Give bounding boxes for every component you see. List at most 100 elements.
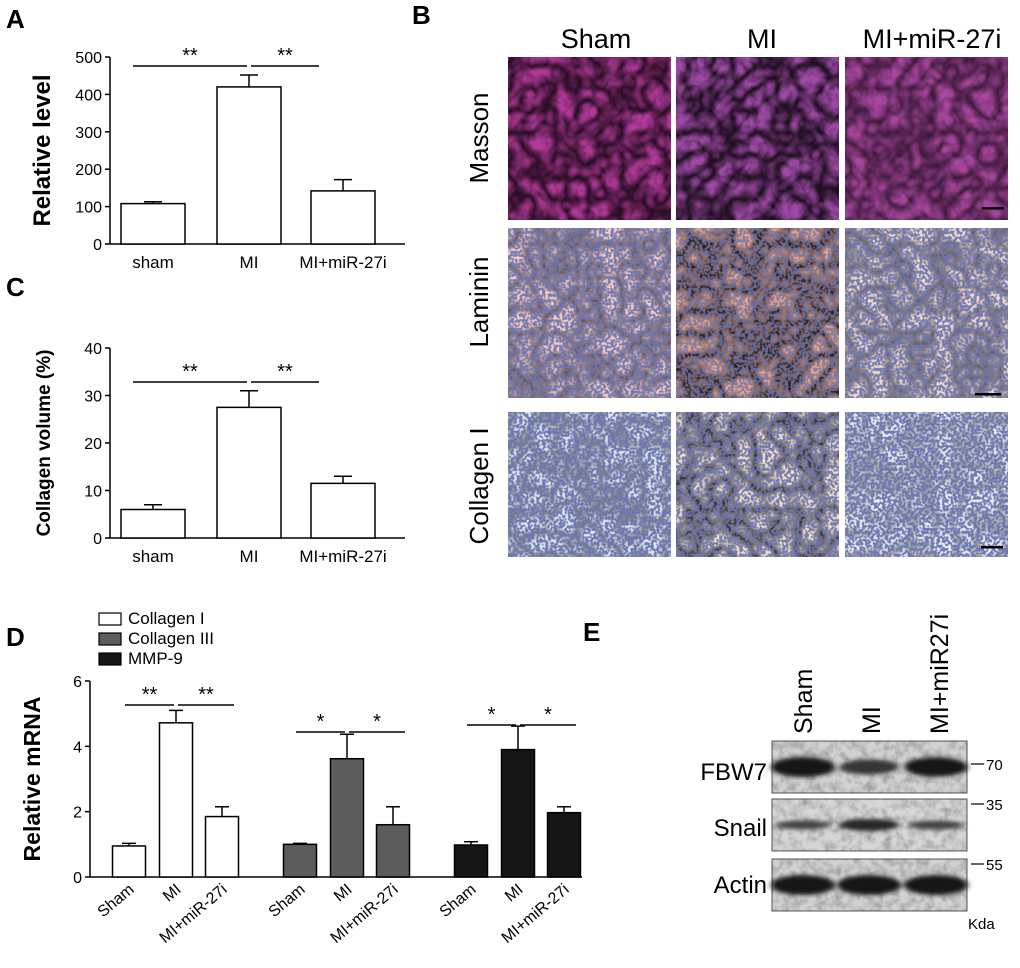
chart-a-x-tick-label: sham: [132, 253, 174, 272]
chart-a-y-tick-label: 300: [75, 125, 102, 142]
chart-d-x-tick-label: MI: [502, 881, 527, 905]
chart-a-y-tick-label: 400: [75, 87, 102, 104]
chart-d-y-tick-label: 6: [73, 674, 82, 691]
chart-a-y-axis-label: Relative level: [29, 74, 56, 226]
chart-d-series-1-significance-2-label: **: [198, 684, 214, 706]
panel-label-c: C: [6, 272, 25, 302]
blot-band-fbw7-3: [904, 757, 968, 777]
micrograph-laminin-mi-mir27i: [845, 228, 1008, 398]
chart-a-y-tick-label: 200: [75, 162, 102, 179]
panel-label-e: E: [583, 617, 600, 647]
chart-a-x-tick-label: MI+miR-27i: [299, 253, 386, 272]
chart-d-series-2-significance-2-label: *: [373, 711, 381, 733]
chart-c-y-axis-label: Collagen volume (%): [34, 350, 55, 537]
chart-d-series-3-significance-2-label: *: [544, 704, 552, 726]
chart-d-legend-swatch-3: [98, 652, 122, 666]
micrograph-masson-sham: [508, 57, 671, 220]
chart-d-x-tick-label: MI: [160, 881, 185, 905]
chart-d-legend-swatch-1: [98, 612, 122, 626]
micrograph-laminin-sham: [508, 228, 671, 398]
chart-c-y-tick-label: 30: [84, 389, 102, 406]
chart-d-y-tick-label: 4: [73, 739, 82, 756]
wb-marker-35-label: 35: [986, 797, 1003, 814]
blot-bands: [771, 757, 968, 895]
chart-d-series-3-bar-2: [500, 748, 536, 878]
chart-c-x-tick-label: MI: [240, 547, 259, 566]
chart-d-y-axis-label: Relative mRNA: [19, 697, 45, 862]
chart-c-x-tick-label: MI+miR-27i: [299, 547, 386, 566]
chart-d-series-2-bar-2: [329, 757, 365, 878]
chart-a-y-tick-label: 100: [75, 200, 102, 217]
wb-marker-35: 35: [971, 797, 1003, 814]
blot-band-snail-3: [907, 820, 965, 830]
chart-d-series-2-bar-1: [282, 843, 318, 878]
blot-band-fbw7-1: [771, 757, 835, 777]
histology-column-mi-mir27i: MI+miR-27i: [863, 24, 1002, 54]
chart-a-bar-1: [120, 202, 186, 245]
chart-panel-c: 0 10 20 30 40 Collagen volume (%) sham MI MI+miR…: [34, 341, 405, 566]
micrograph-masson-mi-mir27i: [845, 57, 1008, 220]
chart-d-series-3-bar-3: [546, 811, 582, 878]
micrograph-collagen-i-sham: [508, 412, 671, 557]
chart-d-series-1-bar-3: [204, 815, 240, 878]
chart-c-y-tick-label: 0: [93, 531, 102, 548]
chart-d-series-2-bar-3: [375, 823, 411, 878]
chart-a-significance-2-label: **: [277, 45, 293, 67]
chart-a-bar-2: [216, 86, 282, 245]
histology-row-masson: Masson: [464, 92, 494, 183]
chart-d-legend-label-1: Collagen I: [128, 609, 205, 628]
chart-c-y-tick-label: 40: [84, 341, 102, 358]
chart-d-series-3-significance-1-label: *: [488, 704, 496, 726]
chart-c-significance-2-label: **: [277, 361, 293, 383]
blot-band-fbw7-2: [839, 759, 899, 775]
chart-d-legend-label-3: MMP-9: [128, 649, 183, 668]
micrograph-collagen-i-mi: [676, 412, 839, 557]
histology-panel: Sham MI MI+miR-27i Masson Laminin Collag…: [464, 24, 1008, 557]
blot-band-snail-1: [774, 820, 832, 830]
micrograph-laminin-mi: [676, 228, 839, 398]
chart-d-series-1-significance-1-label: **: [142, 684, 158, 706]
chart-c-bar-1: [120, 508, 186, 539]
chart-d-y-tick-label: 2: [73, 805, 82, 822]
histology-row-collagen-i: Collagen I: [464, 427, 494, 544]
chart-c-x-tick-label: sham: [132, 547, 174, 566]
histology-column-mi: MI: [747, 24, 777, 54]
wb-marker-70-label: 70: [986, 757, 1003, 774]
chart-d-series-3-bar-1: [453, 844, 489, 878]
panel-label-d: D: [6, 622, 25, 652]
chart-d-series-1-bar-1: [111, 845, 147, 878]
chart-d-series-1-bar-2: [158, 722, 194, 878]
chart-c-significance-1-label: **: [182, 361, 198, 383]
wb-marker-55-label: 55: [986, 857, 1003, 874]
chart-d-x-tick-label: Sham: [437, 881, 480, 921]
chart-a-bar-3: [310, 190, 376, 245]
chart-c-y-tick-label: 20: [84, 436, 102, 453]
chart-d-y-tick-label: 0: [73, 870, 82, 887]
blot-band-snail-2: [838, 818, 900, 832]
chart-c-y-tick-label: 10: [84, 484, 102, 501]
micrograph-collagen-i-mi-mir27i: [845, 412, 1008, 557]
blot-band-actin-3: [904, 875, 968, 895]
chart-d-legend-swatch-2: [98, 632, 122, 646]
western-blot-panel: Sham MI MI+miR27i FBW7 Snail Actin 70 35: [700, 614, 1002, 933]
micrograph-masson-mi: [676, 57, 839, 220]
blot-band-actin-2: [837, 875, 901, 895]
chart-a-significance-1-label: **: [182, 45, 198, 67]
histology-column-sham: Sham: [561, 24, 632, 54]
chart-a-x-tick-label: MI: [240, 253, 259, 272]
chart-d-x-tick-label: MI: [331, 881, 356, 905]
chart-a-y-tick-label: 500: [75, 50, 102, 67]
chart-d-legend-label-2: Collagen III: [128, 629, 214, 648]
chart-d-x-tick-label: Sham: [266, 881, 309, 921]
wb-protein-actin: Actin: [714, 872, 767, 899]
wb-protein-fbw7: FBW7: [700, 759, 767, 786]
wb-protein-snail: Snail: [714, 815, 767, 842]
wb-unit-label: Kda: [968, 916, 995, 933]
chart-d-series-2-significance-1-label: *: [317, 711, 325, 733]
panel-label-a: A: [6, 4, 25, 34]
chart-d-x-tick-label: Sham: [95, 881, 138, 921]
chart-c-bar-2: [216, 406, 282, 539]
wb-marker-55: 55: [971, 857, 1003, 874]
